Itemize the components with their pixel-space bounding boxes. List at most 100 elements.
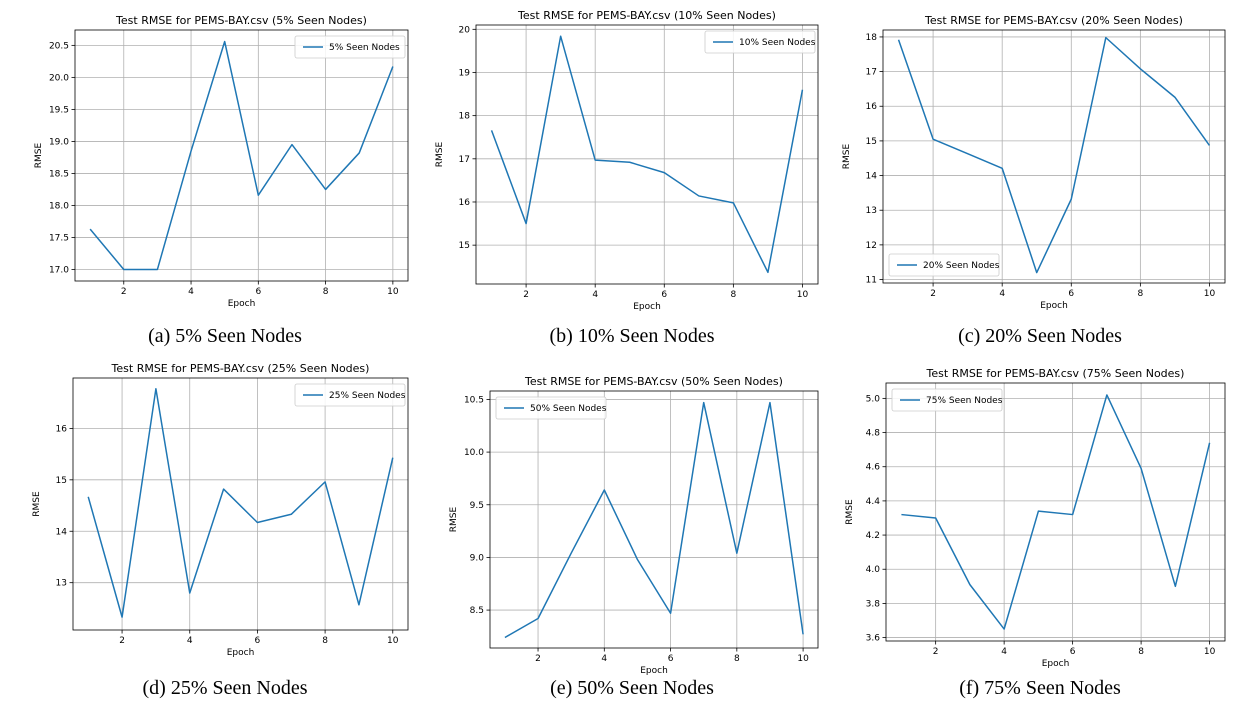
y-tick-label: 3.8: [866, 599, 881, 609]
subplot-3: 2 4 6 8 10 11 12 13 14 15 16 17 18 Test RMSE for PEMS…: [842, 14, 1226, 347]
y-tick-label: 15: [56, 476, 67, 486]
x-tick-label: 4: [188, 287, 194, 297]
subplot-2: 2 4 6 8 10 15 16 17 18 19 20 Test RMSE for PEMS-BAY…: [435, 9, 819, 347]
x-tick-label: 4: [592, 290, 598, 300]
data-point: [525, 222, 527, 224]
data-point: [698, 195, 700, 197]
series-line-1: [87, 388, 394, 618]
subfigure-caption: (a) 5% Seen Nodes: [148, 325, 302, 347]
legend: 5% Seen Nodes: [294, 35, 406, 59]
data-point: [559, 35, 561, 37]
legend-box: [495, 396, 607, 420]
y-tick-label: 4.2: [866, 531, 880, 541]
subplot-1: 2 4 6 8 10 17.0 17.5 18.0 18.5 19.0 19.5 20.0 20.5 Te…: [34, 14, 409, 347]
data-point: [290, 513, 292, 515]
y-tick-label: 5.0: [866, 394, 881, 404]
y-tick-label: 16: [56, 424, 68, 434]
y-tick-label: 17: [866, 68, 877, 78]
x-tick-label: 2: [121, 287, 127, 297]
subplot-4: 2 4 6 8 10 13 14 15 16 Test RMSE for PEMS-BAY.csv…: [32, 362, 409, 699]
legend-box: [294, 383, 406, 407]
x-tick-label: 6: [661, 290, 667, 300]
legend-box: [294, 35, 406, 59]
data-point: [732, 202, 734, 204]
data-point: [570, 552, 572, 554]
x-tick-label: 4: [1001, 647, 1007, 657]
y-tick-label: 18.5: [49, 169, 69, 179]
x-tick-label: 6: [1068, 289, 1074, 299]
data-point: [1140, 467, 1142, 469]
data-point: [504, 636, 506, 638]
y-tick-label: 4.8: [866, 429, 881, 439]
data-point: [537, 617, 539, 619]
y-tick-label: 13: [56, 579, 67, 589]
x-tick-label: 8: [730, 290, 736, 300]
legend-label: 20% Seen Nodes: [923, 261, 1000, 271]
subplot-5: 2 4 6 8 10 8.5 9.0 9.5 10.0 10.5 Test RMSE for PEM…: [449, 375, 819, 699]
data-point: [256, 521, 258, 523]
legend-label: 25% Seen Nodes: [329, 391, 406, 401]
data-point: [1139, 68, 1141, 70]
x-axis-label: Epoch: [633, 302, 661, 312]
chart-title: Test RMSE for PEMS-BAY.csv (5% Seen Node…: [115, 14, 367, 27]
legend-box: [888, 253, 1000, 277]
y-tick-label: 17.0: [49, 265, 69, 275]
x-tick-label: 6: [255, 287, 261, 297]
data-point: [603, 489, 605, 491]
data-point: [87, 496, 89, 498]
data-point: [767, 271, 769, 273]
axes-frame: [489, 390, 819, 649]
x-tick-label: 8: [1138, 647, 1144, 657]
data-point: [629, 161, 631, 163]
x-tick-label: 4: [187, 636, 193, 646]
data-point: [490, 129, 492, 131]
series-line-1: [490, 35, 804, 274]
x-tick-label: 10: [1204, 289, 1216, 299]
y-tick-label: 20.0: [49, 73, 69, 83]
data-point: [358, 152, 360, 154]
legend-label: 75% Seen Nodes: [926, 396, 1003, 406]
chart-title: Test RMSE for PEMS-BAY.csv (50% Seen Nod…: [524, 375, 783, 388]
series-line-1: [901, 394, 1211, 630]
data-point: [934, 517, 936, 519]
data-point: [324, 188, 326, 190]
data-point: [669, 612, 671, 614]
y-axis-label: RMSE: [842, 143, 852, 169]
y-tick-label: 15: [459, 241, 470, 251]
legend: 25% Seen Nodes: [294, 383, 406, 407]
data-point: [663, 171, 665, 173]
y-tick-label: 3.6: [866, 634, 881, 644]
data-point: [1003, 628, 1005, 630]
data-point: [736, 552, 738, 554]
data-point: [123, 268, 125, 270]
x-tick-label: 2: [930, 289, 936, 299]
data-point: [802, 633, 804, 635]
x-tick-label: 10: [797, 290, 809, 300]
y-tick-label: 20: [459, 25, 471, 35]
data-point: [358, 604, 360, 606]
y-tick-label: 19.5: [49, 105, 69, 115]
y-axis-label: RMSE: [449, 506, 459, 532]
x-axis-label: Epoch: [640, 666, 668, 676]
data-point: [121, 616, 123, 618]
y-tick-label: 14: [866, 172, 878, 182]
legend: 50% Seen Nodes: [495, 396, 607, 420]
y-axis-label: RMSE: [845, 499, 855, 525]
chart-title: Test RMSE for PEMS-BAY.csv (20% Seen Nod…: [924, 14, 1183, 27]
data-point: [969, 583, 971, 585]
y-tick-label: 14: [56, 527, 68, 537]
data-point: [897, 39, 899, 41]
subfigure-caption: (f) 75% Seen Nodes: [959, 677, 1121, 699]
x-tick-label: 10: [797, 654, 809, 664]
y-tick-label: 4.4: [866, 497, 881, 507]
axes-frame: [885, 382, 1226, 642]
data-point: [769, 401, 771, 403]
series-line-1: [897, 36, 1211, 274]
data-point: [1174, 585, 1176, 587]
subplot-6: 2 4 6 8 10 3.6 3.8 4.0 4.2 4.4 4.6 4.8 5.0 Test RMSE …: [845, 367, 1226, 699]
x-axis-label: Epoch: [1040, 301, 1068, 311]
y-tick-label: 11: [866, 276, 877, 286]
data-point: [1071, 513, 1073, 515]
legend-label: 5% Seen Nodes: [329, 43, 400, 53]
